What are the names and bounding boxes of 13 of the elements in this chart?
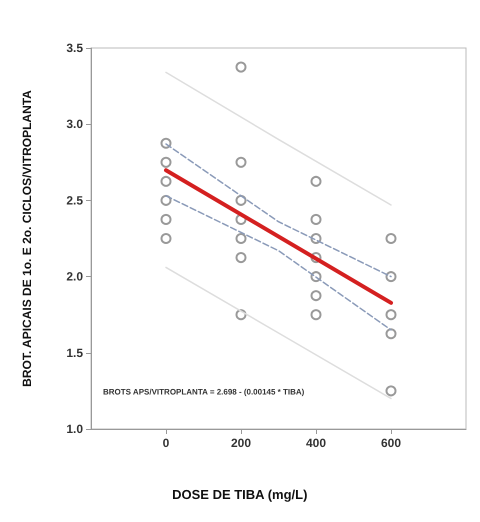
y-tick-label: 2.5 (66, 193, 84, 208)
x-tick-label: 0 (162, 436, 170, 450)
y-tick-label: 2.0 (66, 270, 84, 284)
x-tick-label: 600 (380, 436, 402, 450)
y-axis-title: BROT. APICAIS DE 1o. E 2o. CICLOS/VITROPLANTA (20, 90, 34, 387)
annotation: BROTS APS/VITROPLANTA = 2.698 - (0.00145 * TIBA) (103, 388, 305, 396)
x-tick-label: 400 (306, 436, 326, 450)
y-tick-label: 3.5 (66, 41, 84, 55)
x-tick-label: 200 (230, 436, 252, 450)
x-axis-title: DOSE DE TIBA (mg/L) (172, 487, 308, 502)
y-tick-label: 3.0 (66, 117, 84, 132)
y-tick-label: 1.5 (66, 346, 84, 360)
y-tick-label: 1.0 (66, 422, 84, 436)
